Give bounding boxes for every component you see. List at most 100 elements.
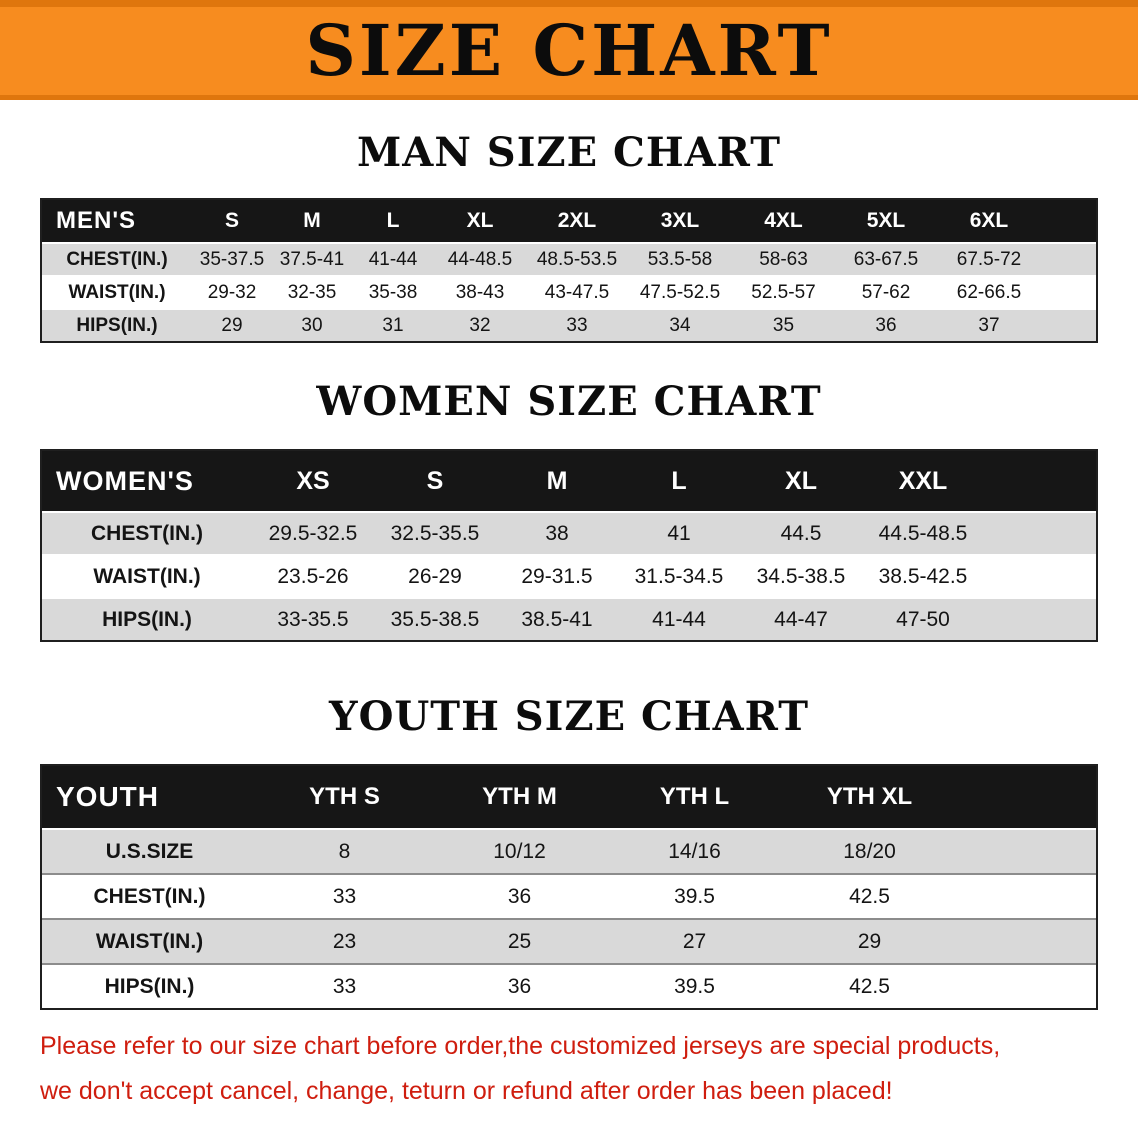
table-cell: 58-63 [759,248,808,270]
table-cell: 27 [682,929,707,953]
table-cell: 25 [507,929,532,953]
table-cell: 67.5-72 [956,248,1022,270]
size-chart-banner: SIZE CHART [0,0,1138,100]
women-size-table: WOMEN'S XS S M L XL XXL CHEST(IN.) 29.5-… [40,449,1098,642]
women-hips-row: HIPS(IN.) 33-35.5 35.5-38.5 38.5-41 41-4… [42,597,1096,640]
row-label: U.S.SIZE [105,839,194,863]
column-header: XS [296,466,330,495]
row-label: CHEST(IN.) [91,521,203,545]
column-header: S [224,209,239,232]
table-cell: 29.5-32.5 [268,521,358,545]
table-cell: 38-43 [455,281,505,303]
row-label: WAIST(IN.) [95,929,204,953]
table-cell: 36 [875,314,897,336]
table-cell: 41-44 [368,248,418,270]
women-waist-row: WAIST(IN.) 23.5-26 26-29 29-31.5 31.5-34… [42,554,1096,597]
disclaimer-line-1: Please refer to our size chart before or… [40,1032,1001,1060]
size-chart-title: SIZE CHART [305,9,833,92]
table-cell: 52.5-57 [751,281,816,303]
table-cell: 35 [772,314,795,336]
column-header: M [303,209,321,232]
column-header: YTH S [309,783,380,810]
column-header: 2XL [557,209,597,232]
disclaimer-note: Please refer to our size chart before or… [40,1024,1138,1114]
row-label: HIPS(IN.) [76,314,158,336]
row-label: HIPS(IN.) [102,607,192,631]
column-header: XXL [898,466,948,495]
table-cell: 10/12 [493,839,546,863]
table-cell: 63-67.5 [853,248,919,270]
table-cell: 33 [332,884,357,908]
table-cell: 47.5-52.5 [639,281,721,303]
table-cell: 41 [667,521,691,545]
column-header: YTH M [482,783,557,810]
table-cell: 26-29 [408,564,462,588]
table-cell: 38.5-41 [521,607,593,631]
table-cell: 23 [332,929,357,953]
youth-table-corner-label: YOUTH [56,781,159,812]
table-cell: 23.5-26 [277,564,349,588]
table-cell: 35.5-38.5 [390,607,480,631]
table-cell: 48.5-53.5 [536,248,618,270]
table-cell: 62-66.5 [956,281,1022,303]
table-cell: 36 [507,974,532,998]
table-cell: 31.5-34.5 [634,564,724,588]
row-label: HIPS(IN.) [104,974,195,998]
man-size-chart-heading: MAN SIZE CHART [357,129,781,176]
youth-waist-row: WAIST(IN.) 23 25 27 29 [42,918,1096,963]
table-cell: 31 [382,314,404,336]
column-header: L [386,209,400,232]
column-header: 4XL [764,209,803,232]
men-size-table: MEN'S S M L XL 2XL 3XL 4XL 5XL 6XL CHEST… [40,198,1098,343]
women-table-header-row: WOMEN'S XS S M L XL XXL [42,451,1096,511]
row-label: CHEST(IN.) [93,884,206,908]
men-hips-row: HIPS(IN.) 29 30 31 32 33 34 35 36 37 [42,308,1096,341]
table-cell: 41-44 [652,607,706,631]
table-cell: 53.5-58 [647,248,713,270]
youth-size-table: YOUTH YTH S YTH M YTH L YTH XL U.S.SIZE … [40,764,1098,1010]
table-cell: 29 [221,314,243,336]
table-cell: 47-50 [896,607,950,631]
column-header: 6XL [969,209,1009,232]
table-cell: 43-47.5 [544,281,610,303]
table-cell: 42.5 [849,974,890,998]
women-size-chart-heading: WOMEN SIZE CHART [316,378,822,425]
column-header: XL [466,209,494,232]
table-cell: 35-38 [368,281,418,303]
column-header: YTH L [659,783,730,810]
table-cell: 39.5 [674,884,715,908]
table-cell: 38.5-42.5 [878,564,968,588]
table-cell: 37.5-41 [279,248,345,270]
column-header: 5XL [866,209,906,232]
table-cell: 44-47 [774,607,828,631]
table-cell: 57-62 [861,281,911,303]
table-cell: 29-31.5 [521,564,593,588]
table-cell: 32.5-35.5 [390,521,480,545]
men-table-corner-label: MEN'S [56,207,137,234]
table-cell: 33 [566,314,588,336]
table-cell: 36 [507,884,532,908]
table-cell: 33-35.5 [277,607,349,631]
table-cell: 32 [469,314,491,336]
column-header: S [426,466,444,495]
table-cell: 8 [338,839,351,863]
youth-size-chart-heading: YOUTH SIZE CHART [329,693,809,740]
row-label: WAIST(IN.) [68,281,166,303]
table-cell: 34 [669,314,691,336]
table-cell: 39.5 [674,974,715,998]
disclaimer-line-2: we don't accept cancel, change, teturn o… [40,1077,893,1105]
table-cell: 29-32 [207,281,257,303]
table-cell: 18/20 [843,839,896,863]
men-waist-row: WAIST(IN.) 29-32 32-35 35-38 38-43 43-47… [42,275,1096,308]
women-table-corner-label: WOMEN'S [56,465,194,496]
table-cell: 34.5-38.5 [756,564,846,588]
table-cell: 44.5-48.5 [878,521,968,545]
column-header: 3XL [660,209,700,232]
women-chest-row: CHEST(IN.) 29.5-32.5 32.5-35.5 38 41 44.… [42,511,1096,554]
table-cell: 42.5 [849,884,890,908]
table-cell: 30 [301,314,323,336]
table-cell: 33 [332,974,357,998]
youth-ussize-row: U.S.SIZE 8 10/12 14/16 18/20 [42,828,1096,873]
column-header: XL [785,466,817,495]
